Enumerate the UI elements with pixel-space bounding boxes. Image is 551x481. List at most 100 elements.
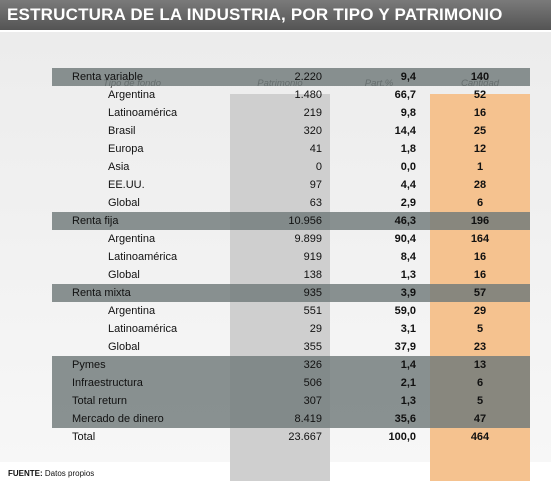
patrimonio-cell: 506 [303, 377, 322, 389]
cantidad-cell: 29 [473, 305, 487, 317]
patrimonio-cell: 41 [309, 143, 322, 155]
table-row: Argentina 551 59,0 29 [52, 302, 530, 320]
page-title: ESTRUCTURA DE LA INDUSTRIA, POR TIPO Y P… [0, 0, 551, 30]
table-row-group: Total return 307 1,3 5 [52, 392, 530, 410]
table-row: Brasil 320 14,4 25 [52, 122, 530, 140]
fund-type-cell: Global [108, 197, 140, 209]
source-text: Datos propios [44, 469, 95, 478]
participacion-cell: 90,4 [394, 233, 416, 245]
table-row: Asia 0 0,0 1 [52, 158, 530, 176]
fund-type-cell: Global [108, 341, 140, 353]
table-row: Global 355 37,9 23 [52, 338, 530, 356]
table-row-group: Renta fija 10.956 46,3 196 [52, 212, 530, 230]
patrimonio-cell: 551 [303, 305, 322, 317]
table-row-group: Infraestructura 506 2,1 6 [52, 374, 530, 392]
cantidad-cell: 57 [473, 287, 487, 299]
cantidad-cell: 5 [476, 395, 484, 407]
participacion-cell: 1,8 [400, 143, 416, 155]
table-row-total: Total 23.667 100,0 464 [52, 428, 530, 446]
table-panel: Tipo de fondo Patrimonio Part.% Cantidad… [0, 32, 551, 481]
cantidad-cell: 52 [473, 89, 487, 101]
participacion-cell: 100,0 [388, 431, 416, 443]
cantidad-cell: 12 [473, 143, 487, 155]
table-row: Latinoamérica 29 3,1 5 [52, 320, 530, 338]
participacion-cell: 59,0 [394, 305, 416, 317]
patrimonio-cell: 8.419 [294, 413, 322, 425]
participacion-cell: 9,4 [400, 71, 416, 83]
patrimonio-cell: 219 [303, 107, 322, 119]
fund-type-cell: Renta fija [72, 215, 119, 227]
participacion-cell: 37,9 [394, 341, 416, 353]
cantidad-cell: 464 [470, 431, 490, 443]
participacion-cell: 66,7 [394, 89, 416, 101]
patrimonio-cell: 326 [303, 359, 322, 371]
cantidad-cell: 6 [476, 377, 484, 389]
patrimonio-cell: 29 [309, 323, 322, 335]
fund-type-cell: Argentina [108, 89, 156, 101]
participacion-cell: 0,0 [400, 161, 416, 173]
table-row: Global 138 1,3 16 [52, 266, 530, 284]
participacion-cell: 1,3 [400, 269, 416, 281]
cantidad-cell: 196 [470, 215, 490, 227]
patrimonio-cell: 2.220 [294, 71, 322, 83]
patrimonio-cell: 63 [309, 197, 322, 209]
table-row: Argentina 1.480 66,7 52 [52, 86, 530, 104]
fund-type-cell: Total return [72, 395, 128, 407]
patrimonio-cell: 0 [315, 161, 322, 173]
table-row-group: Mercado de dinero 8.419 35,6 47 [52, 410, 530, 428]
cantidad-cell: 23 [473, 341, 487, 353]
table-row: Latinoamérica 219 9,8 16 [52, 104, 530, 122]
patrimonio-cell: 355 [303, 341, 322, 353]
fund-type-cell: Renta variable [72, 71, 143, 83]
table-row: Europa 41 1,8 12 [52, 140, 530, 158]
participacion-cell: 35,6 [394, 413, 416, 425]
patrimonio-cell: 1.480 [294, 89, 322, 101]
patrimonio-cell: 919 [303, 251, 322, 263]
table-row-group: Pymes 326 1,4 13 [52, 356, 530, 374]
fund-type-cell: Argentina [108, 233, 156, 245]
participacion-cell: 46,3 [394, 215, 416, 227]
cantidad-cell: 16 [473, 269, 487, 281]
fund-type-cell: Total [72, 431, 96, 443]
fund-type-cell: Latinoamérica [108, 323, 178, 335]
cantidad-cell: 47 [473, 413, 487, 425]
patrimonio-cell: 23.667 [288, 431, 322, 443]
participacion-cell: 9,8 [400, 107, 416, 119]
fund-type-cell: Asia [108, 161, 130, 173]
source-label: FUENTE: [8, 469, 43, 478]
fund-type-cell: Infraestructura [72, 377, 143, 389]
fund-type-cell: Argentina [108, 305, 156, 317]
fund-type-cell: Global [108, 269, 140, 281]
patrimonio-cell: 97 [309, 179, 322, 191]
fund-type-cell: EE.UU. [108, 179, 145, 191]
patrimonio-cell: 9.899 [294, 233, 322, 245]
participacion-cell: 2,1 [400, 377, 416, 389]
fund-type-cell: Pymes [72, 359, 106, 371]
cantidad-cell: 1 [476, 161, 484, 173]
participacion-cell: 1,4 [400, 359, 416, 371]
patrimonio-cell: 320 [303, 125, 322, 137]
patrimonio-cell: 10.956 [288, 215, 322, 227]
cantidad-cell: 140 [470, 71, 490, 83]
participacion-cell: 3,1 [400, 323, 416, 335]
table-row: EE.UU. 97 4,4 28 [52, 176, 530, 194]
fund-type-cell: Mercado de dinero [72, 413, 164, 425]
table-row: Argentina 9.899 90,4 164 [52, 230, 530, 248]
fund-type-cell: Latinoamérica [108, 251, 178, 263]
cantidad-cell: 28 [473, 179, 487, 191]
fund-type-cell: Latinoamérica [108, 107, 178, 119]
table-row-group: Renta mixta 935 3,9 57 [52, 284, 530, 302]
participacion-cell: 14,4 [394, 125, 416, 137]
table-row: Latinoamérica 919 8,4 16 [52, 248, 530, 266]
patrimonio-cell: 307 [303, 395, 322, 407]
cantidad-cell: 16 [473, 251, 487, 263]
cantidad-cell: 6 [476, 197, 484, 209]
cantidad-cell: 25 [473, 125, 487, 137]
participacion-cell: 2,9 [400, 197, 416, 209]
table-row-group: Renta variable 2.220 9,4 140 [52, 68, 530, 86]
patrimonio-cell: 138 [303, 269, 322, 281]
fund-type-cell: Europa [108, 143, 144, 155]
participacion-cell: 4,4 [400, 179, 416, 191]
fund-type-cell: Renta mixta [72, 287, 131, 299]
participacion-cell: 1,3 [400, 395, 416, 407]
